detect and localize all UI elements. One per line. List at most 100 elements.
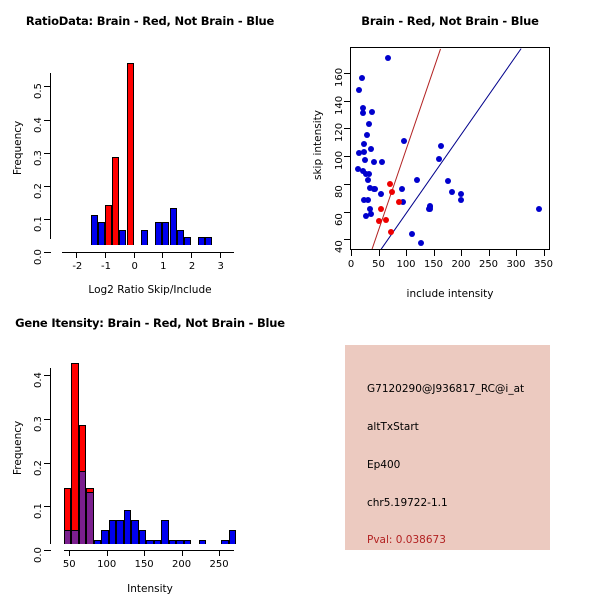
scatter-x-tick-label-2: 100: [396, 259, 416, 270]
scatter-point-not-brain-30: [458, 190, 464, 197]
ratio-bar-red-7: [112, 157, 120, 245]
gene-bar-blue-9: [131, 520, 139, 544]
scatter-y-tick-label-6: 160: [334, 67, 345, 87]
scatter-point-not-brain-27: [398, 186, 405, 193]
info-probe-id: G7120290@J936817_RC@i_at: [367, 383, 525, 395]
gene-bar-overlap-1: [71, 530, 79, 544]
scatter-x-tick-2: [406, 250, 407, 256]
ratio-bar-blue-16: [176, 230, 184, 245]
ratio-x-tick-0: [76, 252, 78, 258]
gene-bar-overlap-0: [64, 530, 72, 544]
scatter-y-tick-label-5: 140: [334, 95, 345, 115]
gene-bar-blue-18: [198, 540, 207, 544]
ratio-x-tick-2: [133, 252, 135, 258]
ratio-x-tick-3: [162, 252, 164, 258]
gene-x-tick-1: [106, 550, 108, 556]
ratio-y-tick-label-0: 0.0: [33, 249, 44, 265]
scatter-point-not-brain-4: [359, 110, 366, 117]
gene-bar-blue-6: [108, 520, 117, 544]
ratio-x-tick-label-0: -2: [72, 261, 83, 272]
gene-bar-blue-7: [116, 520, 124, 544]
scatter-point-not-brain-22: [364, 176, 371, 183]
ratio-bar-blue-20: [205, 237, 213, 245]
scatter-point-not-brain-16: [370, 158, 377, 165]
gene-bar-overlap-3: [86, 491, 94, 544]
ratio-bar-blue-13: [155, 221, 163, 245]
scatter-x-tick-label-5: 250: [478, 259, 499, 270]
gene-x-tick-label-2: 150: [134, 559, 154, 570]
gene-bar-blue-12: [153, 540, 162, 544]
gene-y-tick-0: [44, 550, 51, 551]
ratio-y-tick-2: [44, 185, 51, 187]
scatter-point-not-brain-31: [445, 178, 452, 185]
gene-bar-blue-8: [123, 510, 132, 544]
ratio-bar-group: [0, 40, 300, 245]
ratio-bar-red-9: [126, 62, 134, 245]
ratio-bar-blue-5: [97, 221, 105, 245]
gene-y-axis-line: [50, 368, 51, 544]
info-gene-symbol: Ep400: [367, 459, 401, 471]
scatter-x-tick-7: [543, 250, 545, 256]
info-event-type: altTxStart: [367, 421, 419, 433]
ratio-x-tick-label-3: 1: [160, 261, 167, 272]
ratio-x-tick-5: [219, 252, 221, 258]
scatter-y-tick-3: [344, 156, 351, 158]
info-locus: chr5.19722-1.1: [367, 497, 448, 509]
ratio-x-tick-label-4: 2: [188, 261, 196, 272]
scatter-point-not-brain-43: [367, 211, 374, 218]
scatter-y-tick-1: [344, 211, 351, 213]
scatter-fit-line-brain: [371, 48, 442, 249]
scatter-point-not-brain-36: [366, 205, 373, 212]
ratio-x-tick-1: [105, 252, 106, 258]
scatter-x-tick-4: [461, 250, 462, 256]
scatter-point-not-brain-17: [378, 158, 385, 165]
scatter-point-not-brain-40: [427, 203, 434, 210]
scatter-y-tick-4: [344, 128, 351, 130]
scatter-x-tick-label-4: 200: [451, 259, 471, 270]
ratio-bar-blue-4: [90, 214, 98, 245]
ratio-x-tick-label-1: -1: [101, 261, 111, 272]
scatter-point-not-brain-14: [436, 155, 442, 162]
gene-y-tick-3: [44, 419, 51, 421]
scatter-point-not-brain-32: [364, 197, 371, 204]
gene-x-tick-4: [219, 550, 221, 556]
gene-bar-blue-22: [228, 530, 237, 544]
scatter-point-not-brain-7: [363, 132, 370, 139]
scatter-point-not-brain-11: [367, 146, 374, 153]
scatter-x-tick-5: [488, 250, 490, 256]
ratio-x-tick-label-2: 0: [131, 261, 138, 272]
ratio-y-axis-line: [50, 73, 51, 239]
scatter-point-brain-6: [387, 229, 394, 236]
scatter-point-not-brain-6: [365, 121, 372, 128]
scatter-y-tick-label-3: 100: [334, 151, 345, 171]
scatter-x-tick-label-1: 50: [372, 259, 385, 270]
scatter-point-not-brain-1: [359, 75, 365, 82]
ratio-y-tick-1: [44, 218, 51, 220]
scatter-x-tick-label-6: 300: [506, 259, 526, 270]
gene-x-tick-label-1: 100: [97, 559, 117, 570]
ratio-bar-blue-15: [169, 207, 177, 245]
scatter-point-not-brain-29: [448, 189, 455, 196]
ratio-bar-blue-14: [162, 221, 170, 245]
scatter-point-brain-0: [386, 180, 393, 187]
scatter-x-tick-6: [516, 250, 517, 256]
info-pval: Pval: 0.038673: [367, 534, 446, 546]
scatter-x-tick-3: [433, 250, 435, 256]
scatter-point-brain-5: [382, 216, 389, 223]
gene-bar-blue-13: [161, 520, 169, 544]
scatter-point-brain-4: [375, 218, 382, 225]
gene-x-axis-line: [64, 550, 234, 551]
gene-histogram-title: Gene Itensity: Brain - Red, Not Brain - …: [15, 316, 285, 330]
scatter-y-tick-5: [344, 100, 351, 102]
scatter-point-not-brain-13: [361, 148, 368, 155]
gene-bar-blue-15: [176, 540, 184, 544]
gene-y-tick-label-0: 0.0: [33, 547, 44, 563]
ratio-bar-blue-8: [119, 230, 127, 245]
gene-bar-blue-10: [138, 530, 147, 544]
gene-bar-blue-4: [93, 540, 102, 544]
scatter-point-group: [351, 48, 549, 249]
scatter-point-not-brain-9: [400, 137, 407, 144]
scatter-point-not-brain-26: [371, 186, 378, 193]
scatter-point-not-brain-18: [354, 165, 361, 172]
scatter-point-not-brain-21: [366, 171, 373, 178]
